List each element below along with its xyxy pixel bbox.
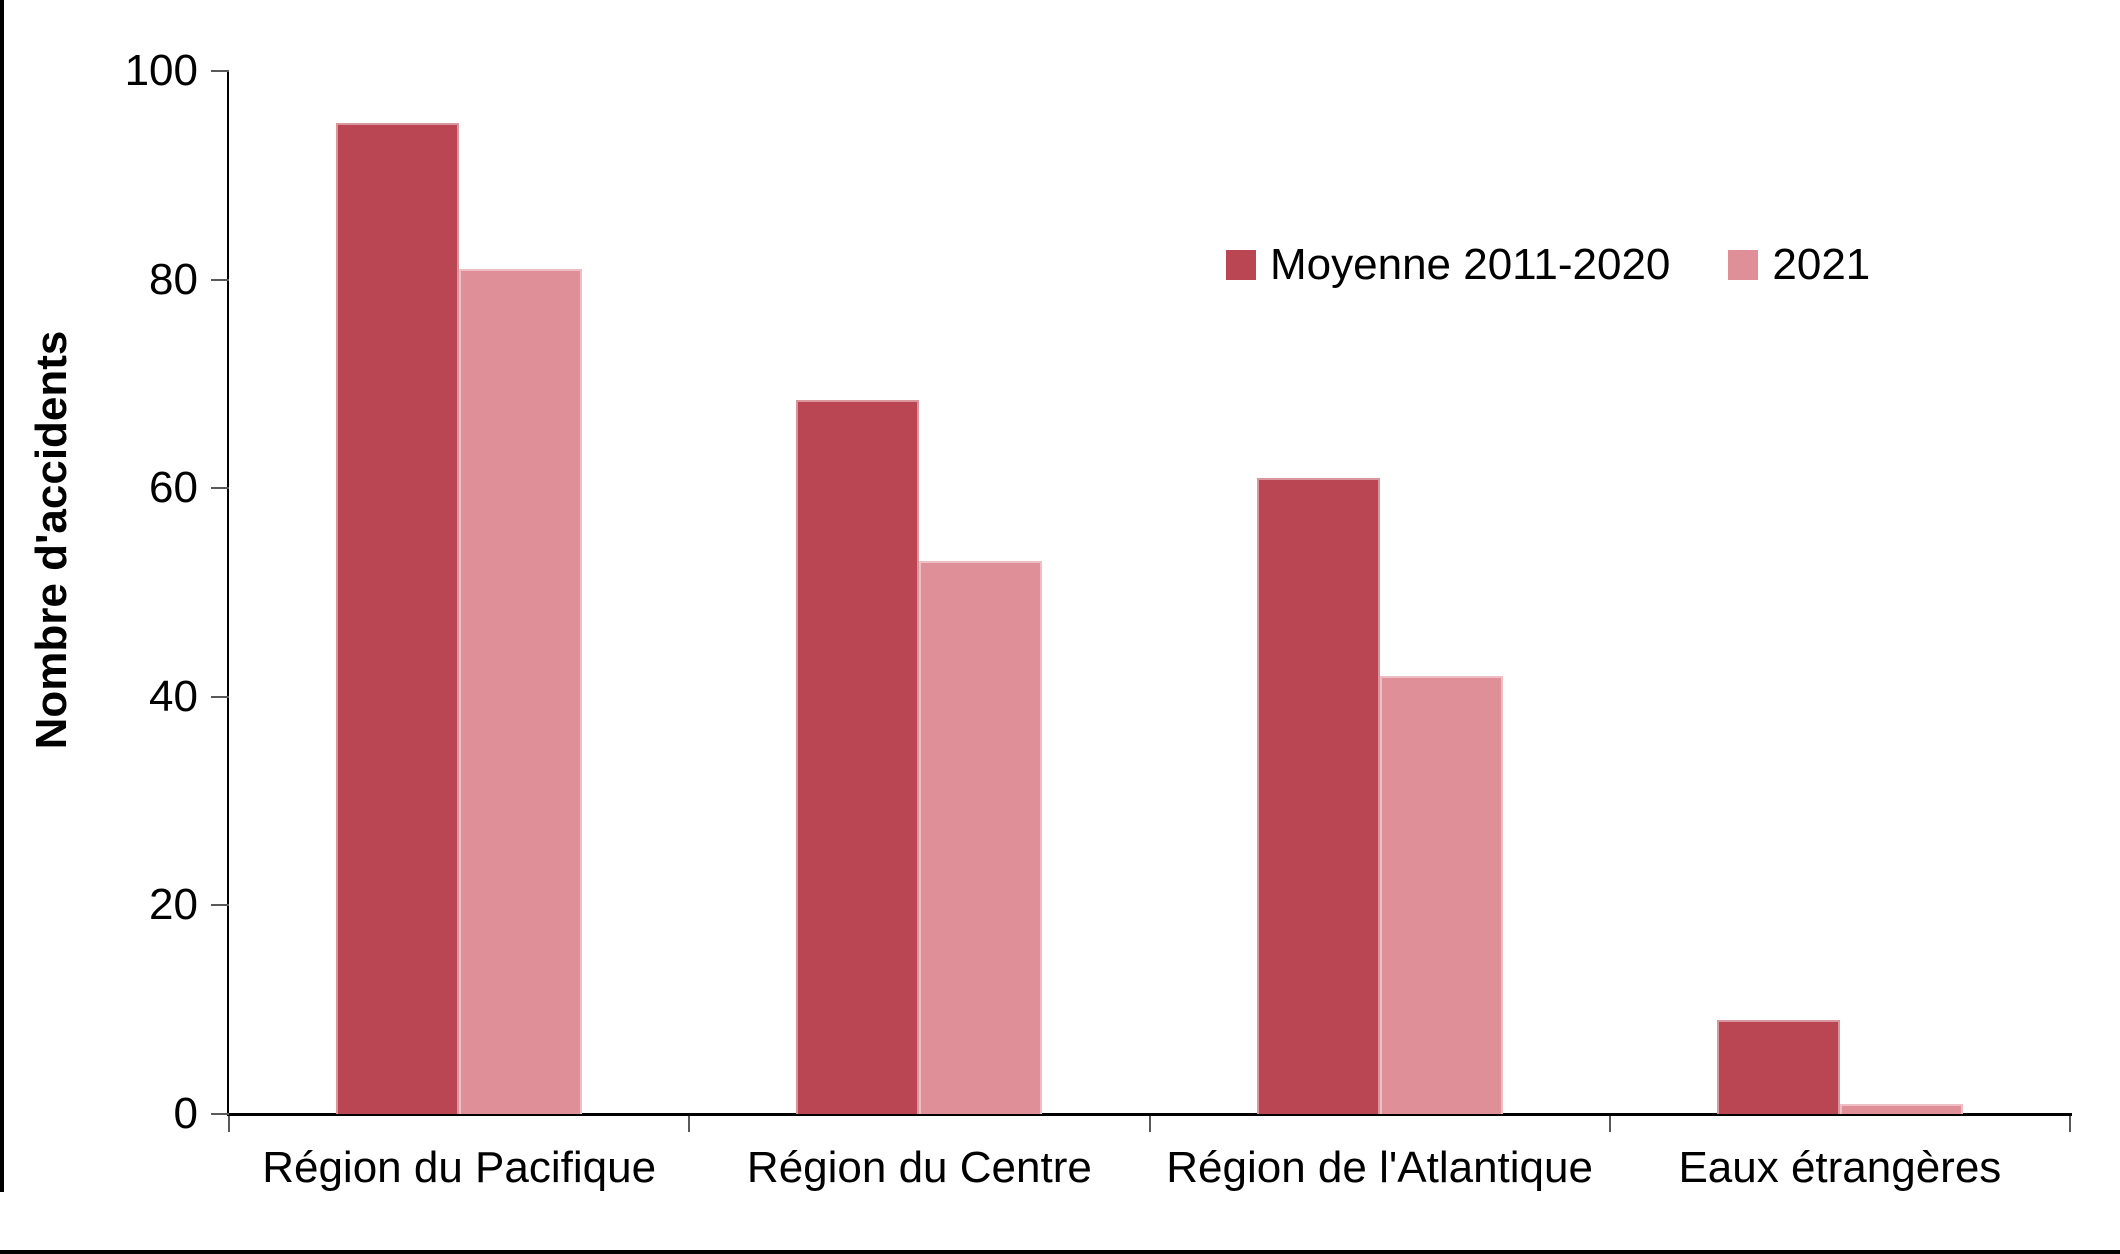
legend-swatch-2021 bbox=[1728, 250, 1759, 280]
y-tick-mark bbox=[211, 1113, 229, 1115]
x-tick-mark bbox=[688, 1116, 691, 1132]
y-tick-label: 100 bbox=[124, 46, 198, 95]
bar-moyenne-3 bbox=[1256, 477, 1380, 1114]
x-tick-mark bbox=[1608, 1116, 1611, 1132]
bar-2021-2 bbox=[919, 561, 1043, 1114]
legend: Moyenne 2011-2020 2021 bbox=[1226, 237, 1870, 293]
x-axis-line bbox=[227, 1113, 2072, 1116]
legend-label-2021: 2021 bbox=[1772, 240, 1871, 289]
y-axis-line bbox=[227, 71, 229, 1116]
bar-moyenne-1 bbox=[336, 123, 460, 1114]
y-tick-label: 40 bbox=[149, 671, 198, 721]
x-category-label: Région du Pacifique bbox=[262, 1143, 657, 1192]
y-tick-label: 20 bbox=[149, 880, 198, 930]
legend-label-moyenne: Moyenne 2011-2020 bbox=[1270, 240, 1671, 289]
y-tick-label: 0 bbox=[173, 1089, 198, 1138]
y-tick-label: 80 bbox=[149, 254, 198, 304]
page-border-bottom bbox=[0, 1250, 2120, 1254]
page-border-left bbox=[0, 0, 4, 1192]
bar-2021-1 bbox=[459, 269, 583, 1114]
x-tick-mark bbox=[1148, 1116, 1151, 1132]
bar-moyenne-4 bbox=[1716, 1020, 1840, 1114]
y-tick-label: 60 bbox=[149, 463, 198, 513]
bar-moyenne-2 bbox=[796, 399, 920, 1114]
legend-swatch-moyenne bbox=[1226, 250, 1256, 280]
x-tick-mark bbox=[228, 1116, 230, 1132]
y-tick-mark bbox=[211, 487, 229, 490]
y-tick-mark bbox=[211, 70, 229, 72]
x-category-label: Région de l'Atlantique bbox=[1166, 1143, 1593, 1192]
bar-2021-3 bbox=[1379, 675, 1503, 1114]
y-tick-mark bbox=[211, 278, 229, 281]
bar-2021-4 bbox=[1839, 1103, 1963, 1114]
x-category-label: Eaux étrangères bbox=[1678, 1143, 2002, 1192]
y-tick-mark bbox=[211, 695, 229, 698]
x-category-label: Région du Centre bbox=[746, 1143, 1092, 1192]
y-tick-mark bbox=[211, 904, 229, 907]
x-tick-mark bbox=[2069, 1116, 2071, 1132]
